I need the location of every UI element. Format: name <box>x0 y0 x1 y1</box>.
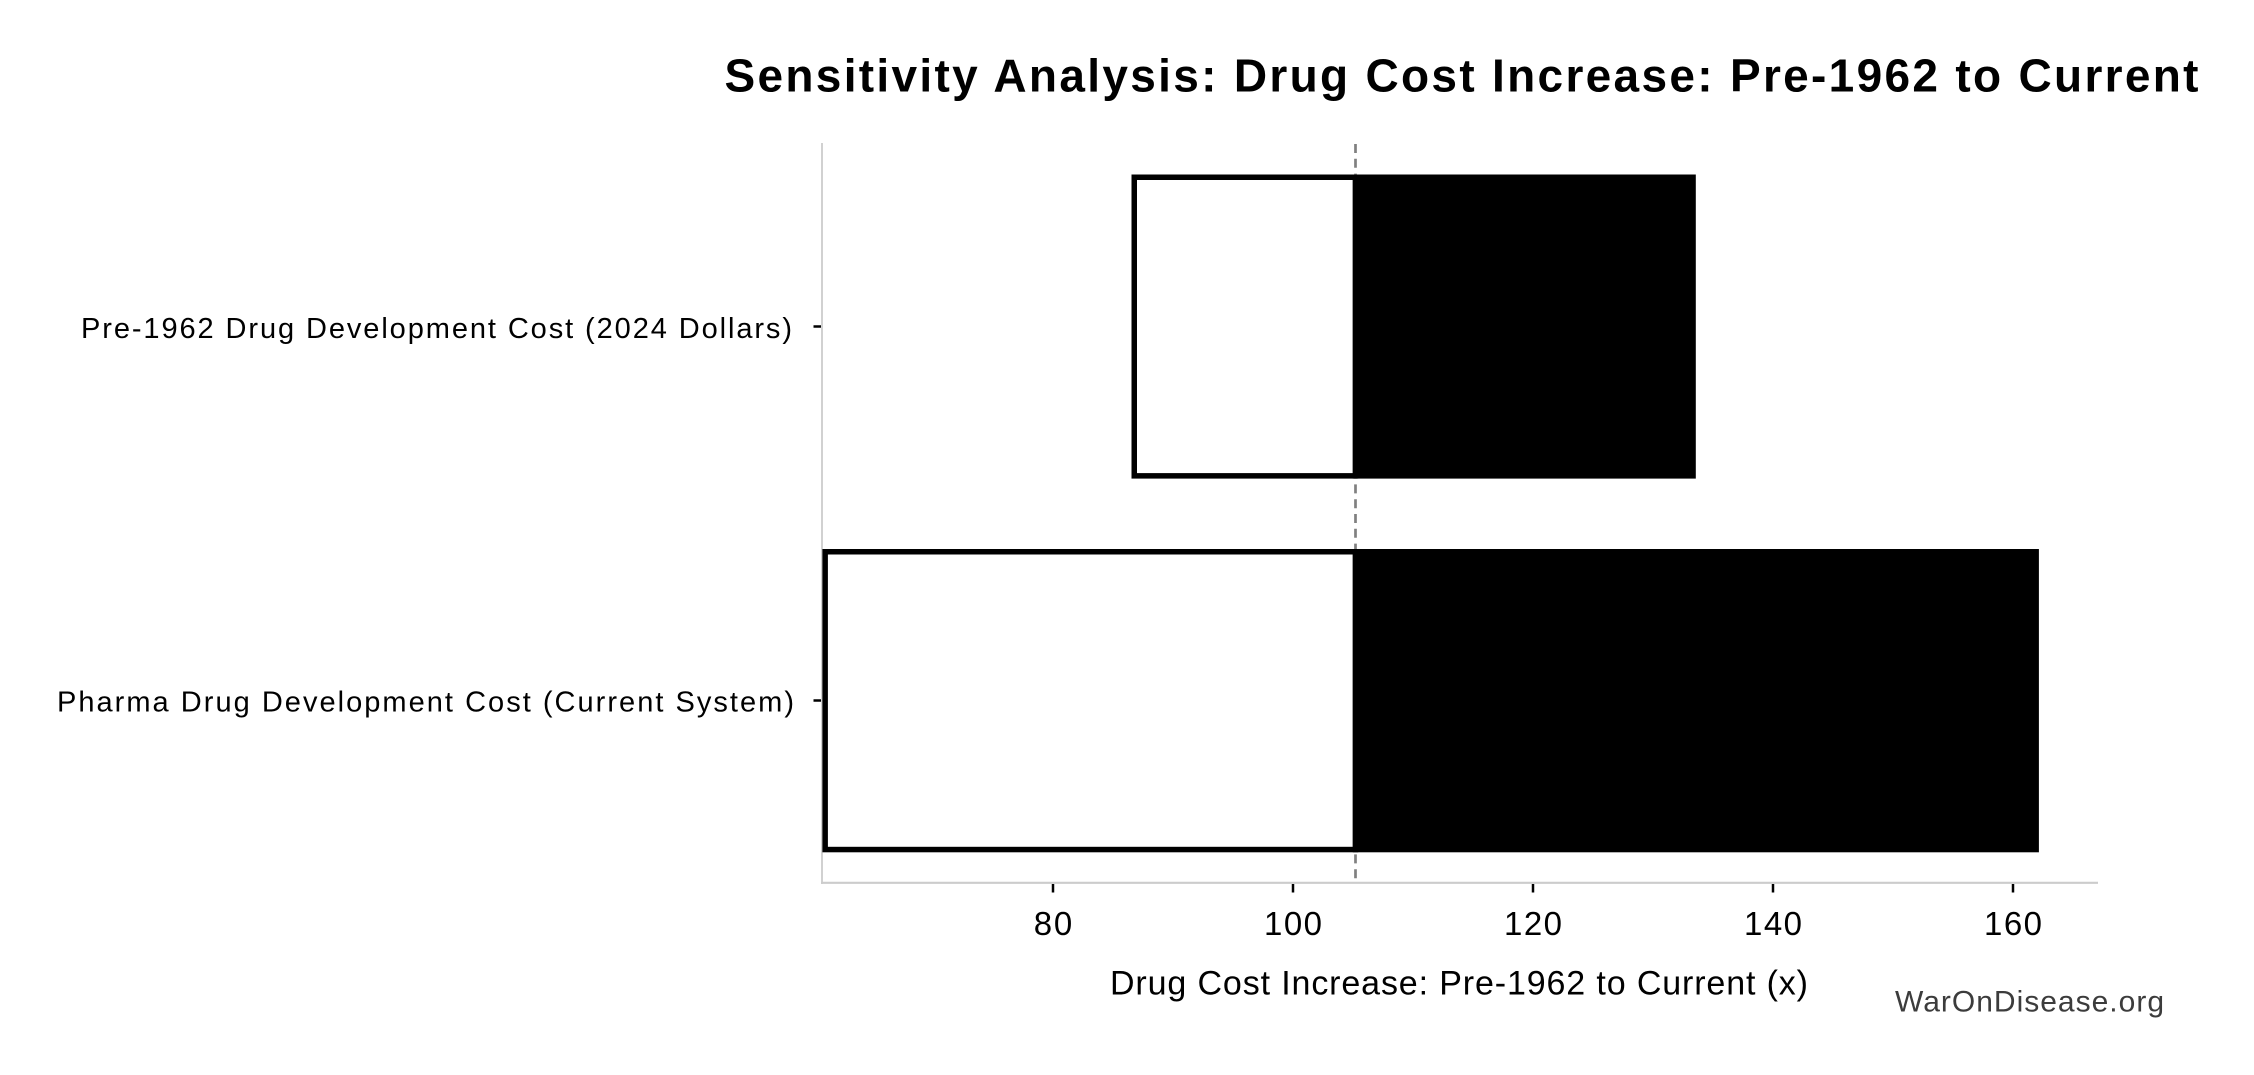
svg-text:140: 140 <box>1744 905 1802 942</box>
svg-text:Pre-1962 Drug Development Cost: Pre-1962 Drug Development Cost (2024 Dol… <box>81 313 792 345</box>
svg-text:160: 160 <box>1984 905 2042 942</box>
svg-text:100: 100 <box>1264 905 1322 942</box>
svg-text:WarOnDisease.org: WarOnDisease.org <box>1895 986 2164 1019</box>
svg-text:Drug Cost Increase: Pre-1962 t: Drug Cost Increase: Pre-1962 to Current … <box>1110 964 1808 1002</box>
svg-text:80: 80 <box>1034 905 1073 942</box>
svg-text:Sensitivity Analysis: Drug Cos: Sensitivity Analysis: Drug Cost Increase… <box>725 50 2199 102</box>
svg-text:120: 120 <box>1504 905 1562 942</box>
